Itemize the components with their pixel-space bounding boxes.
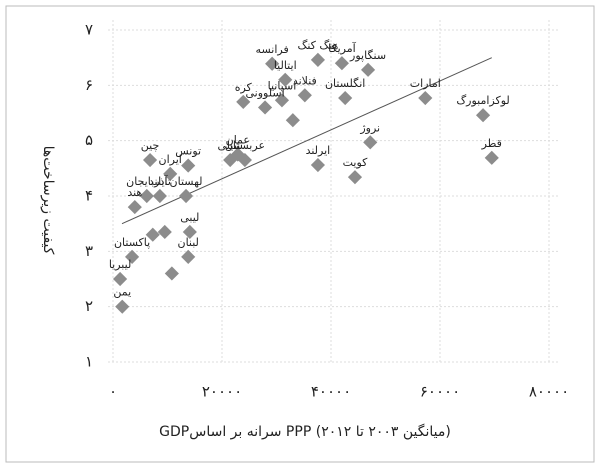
point <box>127 199 142 215</box>
point-label: تایلند <box>149 175 171 188</box>
point-label: ایتالیا <box>274 59 297 72</box>
point <box>237 152 252 168</box>
x-tick-label: ۰ <box>109 383 117 401</box>
point <box>142 152 158 168</box>
point <box>297 88 312 103</box>
point <box>484 150 499 165</box>
point <box>182 224 197 240</box>
point <box>115 299 130 314</box>
point <box>475 108 491 123</box>
point-label: اسلوونی <box>245 86 284 99</box>
y-tick-label: ۷ <box>85 21 93 39</box>
point-label: ایران <box>159 153 182 166</box>
point-label: هنگ کنگ <box>297 39 338 52</box>
point <box>163 166 178 181</box>
point <box>310 52 325 67</box>
point <box>360 62 376 77</box>
point-label: لیبریا <box>109 258 131 271</box>
point-label: فنلاند <box>293 74 317 87</box>
point-label: امارات <box>410 77 441 90</box>
y-tick-label: ۲ <box>85 297 93 315</box>
point <box>363 135 378 150</box>
x-tick-label: ۸۰۰۰۰ <box>529 383 569 401</box>
point <box>181 249 196 264</box>
point <box>278 72 293 87</box>
point-label: انگلستان <box>325 77 365 90</box>
point-label: اسپانیا <box>268 79 297 92</box>
point-label: عمان <box>226 134 250 147</box>
point <box>181 158 196 173</box>
point <box>139 188 154 204</box>
point <box>285 113 300 128</box>
point-label: سنگاپور <box>349 49 386 62</box>
point-label: عربستان <box>225 139 265 152</box>
point <box>157 224 172 240</box>
point-label: لیبی <box>180 211 199 224</box>
point-label: شیلی <box>217 139 242 152</box>
point-label: کویت <box>343 156 369 169</box>
point-label: لهستان <box>170 175 203 188</box>
point-label: تونس <box>175 145 201 158</box>
y-tick-label: ۵ <box>85 131 93 149</box>
point-label: آذربایجان <box>126 174 168 188</box>
point <box>347 170 363 185</box>
x-tick-label: ۲۰۰۰۰ <box>202 383 242 401</box>
point-label: آمریکا <box>328 41 356 55</box>
point <box>418 90 433 106</box>
point <box>310 157 325 173</box>
point <box>178 188 194 204</box>
point-label: قطر <box>481 137 502 150</box>
point <box>338 90 353 106</box>
point-label: پاکستان <box>114 236 150 249</box>
point-label: لوکزامبورگ <box>456 94 509 107</box>
x-tick-label: ۶۰۰۰۰ <box>420 383 460 401</box>
point-label: لبنان <box>177 236 198 249</box>
y-axis-title: کیفیت زیرساخت‌ها <box>40 146 56 255</box>
point <box>152 188 167 204</box>
y-tick-label: ۶ <box>85 76 93 94</box>
point-label: کره <box>235 81 253 94</box>
point-label: هند <box>127 186 142 199</box>
point <box>145 227 160 242</box>
point-label: نروژ <box>359 121 380 134</box>
point-label: چین <box>141 139 160 152</box>
point <box>265 56 280 71</box>
point <box>334 56 349 71</box>
y-tick-label: ۳ <box>85 242 93 260</box>
x-tick-label: ۴۰۰۰۰ <box>311 383 351 401</box>
point-label: فرانسه <box>256 43 289 56</box>
point-label: یمن <box>113 286 131 299</box>
y-tick-label: ۴ <box>85 187 93 205</box>
point <box>257 100 273 115</box>
chart-frame <box>5 5 595 463</box>
point <box>274 93 290 108</box>
x-axis-title: GDPسرانه بر اساس PPP (میانگین ۲۰۰۳ تا ۲۰… <box>159 423 451 440</box>
point <box>113 271 128 287</box>
y-tick-label: ۱ <box>85 353 93 371</box>
point-label: ایرلند <box>306 144 331 157</box>
point <box>164 266 179 281</box>
